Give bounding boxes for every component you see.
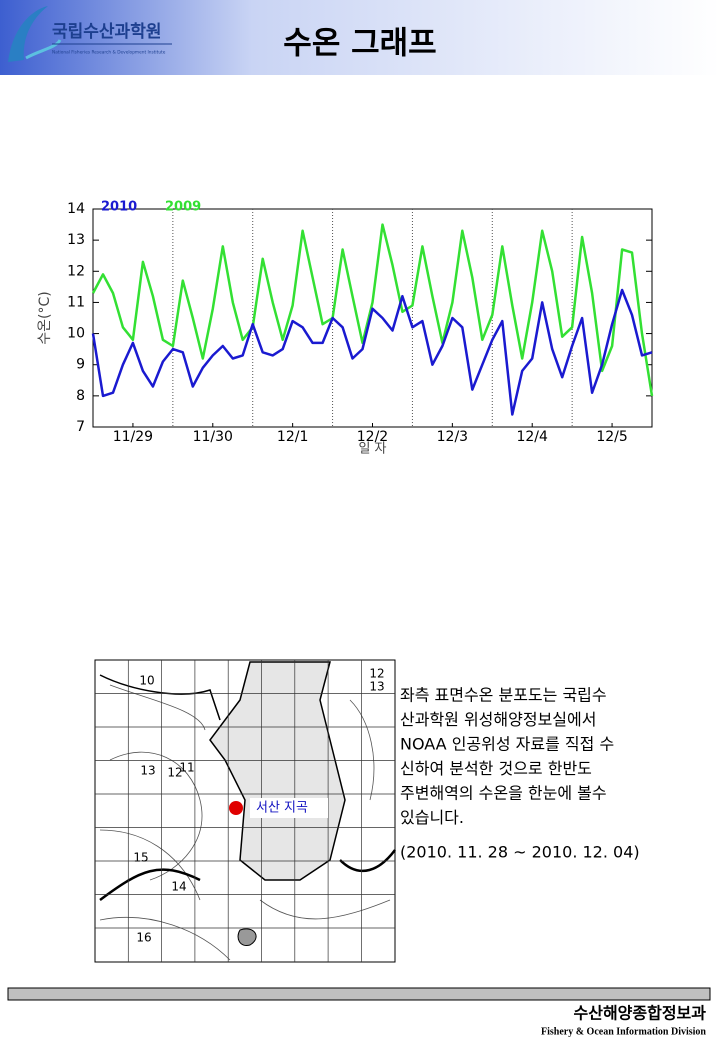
- org-name-en: National Fisheries Research & Developmen…: [52, 50, 166, 56]
- y-axis-label: 수온(°C): [37, 291, 53, 344]
- footer-dept-en: Fishery & Ocean Information Division: [541, 1026, 706, 1037]
- contour-label: 12: [369, 667, 384, 681]
- site-label-bg: [250, 798, 328, 818]
- contour-label: 13: [369, 680, 384, 694]
- description: 좌측 표면수온 분포도는 국립수산과학원 위성해양정보실에서 NOAA 인공위성 …: [400, 686, 614, 828]
- y-tick-label: 11: [67, 294, 85, 310]
- contour-label: 12: [167, 766, 182, 780]
- x-tick-label: 11/29: [113, 429, 153, 445]
- series-line: [91, 288, 653, 416]
- chart: 7 8 9 10 11 12 13 14 11/29 11/30 12/1 12/2 12/3 12/4 1…: [37, 200, 654, 457]
- y-tick-label: 7: [76, 419, 85, 435]
- org-name: 국립수산과학원: [52, 22, 161, 42]
- y-tick-label: 10: [67, 326, 85, 342]
- map-grid: [95, 660, 395, 962]
- x-tick-label: 11/30: [193, 429, 233, 445]
- site-label: 서산 지곡: [256, 801, 308, 816]
- footer-dept: 수산해양종합정보과: [574, 1004, 707, 1023]
- period: (2010. 11. 28 ~ 2010. 12. 04): [400, 843, 640, 862]
- y-tick-label: 14: [67, 201, 85, 217]
- legend-entry: 2009: [165, 200, 201, 215]
- y-tick-label: 8: [76, 388, 85, 404]
- description-line: 신하여 분석한 것으로 한반도: [400, 759, 592, 778]
- island: [237, 928, 257, 947]
- contour-label: 13: [140, 764, 155, 778]
- x-axis-label: 일 자: [358, 442, 386, 457]
- x-tick-label: 12/2: [357, 429, 388, 445]
- description-line: 좌측 표면수온 분포도는 국립수: [400, 686, 607, 705]
- description-line: 주변해역의 수온을 한눈에 볼수: [400, 784, 607, 803]
- logo-mark: [8, 6, 48, 62]
- logo-swoosh: [25, 39, 62, 60]
- y-tick-label: 13: [67, 232, 85, 248]
- description-line: 산과학원 위성해양정보실에서: [400, 710, 596, 729]
- contour-label: 15: [133, 851, 148, 865]
- series-line: [91, 223, 654, 397]
- page-title: 수온 그래프: [283, 26, 436, 62]
- x-tick-label: 12/3: [437, 429, 468, 445]
- x-tick-label: 12/4: [516, 429, 548, 445]
- y-tick-label: 9: [76, 357, 85, 373]
- legend-entry: 2010: [101, 200, 137, 215]
- description-line: 있습니다.: [400, 808, 464, 827]
- contour-label: 11: [179, 761, 194, 775]
- contour-label: 14: [171, 880, 186, 894]
- coast: [99, 674, 221, 721]
- peninsula: [209, 661, 346, 881]
- header-band: [0, 0, 720, 75]
- x-tick-label: 12/5: [596, 429, 627, 445]
- contour-label: 16: [136, 931, 151, 945]
- site-marker: [229, 801, 243, 815]
- x-tick-label: 12/1: [277, 429, 308, 445]
- footer-bar: [7, 987, 711, 1001]
- y-tick-label: 12: [67, 263, 85, 279]
- description-line: NOAA 인공위성 자료를 직접 수: [400, 735, 614, 754]
- contour-label: 10: [139, 674, 154, 688]
- front-lines: [99, 849, 396, 902]
